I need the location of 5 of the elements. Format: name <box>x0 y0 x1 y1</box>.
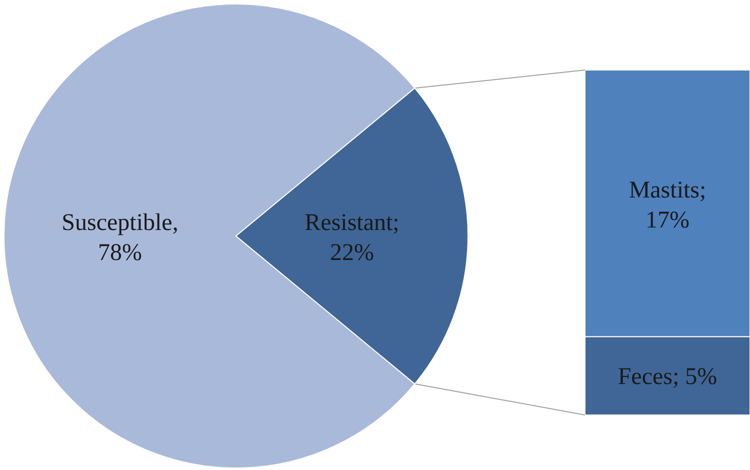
series-label: Feces <box>618 364 672 390</box>
data-label: ; 5% <box>672 364 718 390</box>
series-label: Mastits <box>628 177 700 204</box>
slice-label: Resistant <box>304 210 393 236</box>
slice-label: Susceptible <box>62 210 172 236</box>
